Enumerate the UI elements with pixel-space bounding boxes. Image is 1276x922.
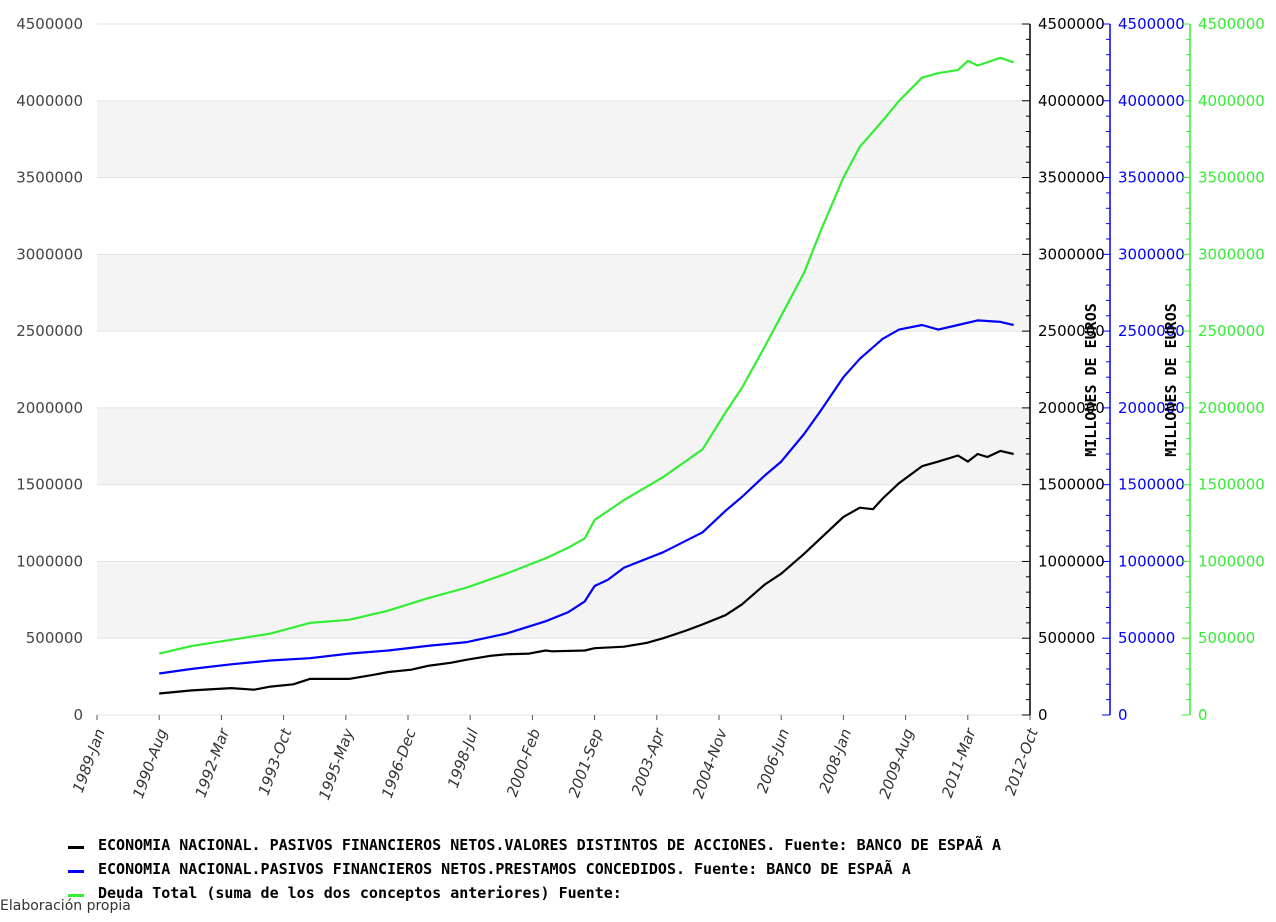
right-y-tick-label-3: 1000000 [1198,552,1265,570]
right-y-tick-label-1: 2500000 [1038,322,1105,340]
x-tick-label: 2000-Feb [503,726,544,799]
x-tick-label: 2008-Jan [815,726,855,795]
x-tick-label: 2009-Aug [876,726,918,801]
grid-band [97,561,1030,639]
x-tick-label: 1990-Aug [129,726,171,801]
grid-band [97,100,1030,178]
right-y-tick-label-1: 3000000 [1038,245,1105,263]
right-y-tick-label-3: 1500000 [1198,476,1265,494]
grid-band [97,407,1030,485]
grid-bands [97,23,1030,716]
x-tick-label: 1993-Oct [255,725,296,798]
x-tick-label: 2004-Nov [689,725,731,801]
series-line-0 [159,449,1014,695]
left-y-tick-label: 4000000 [16,92,83,110]
right-y-tick-label-3: 0 [1198,706,1208,724]
legend-label-0: ECONOMIA NACIONAL. PASIVOS FINANCIEROS N… [98,836,1002,854]
left-y-tick-label: 2000000 [16,399,83,417]
x-tick-label: 2012-Oct [1001,725,1042,798]
legend-swatch-0 [68,846,84,849]
right-y-tick-label-1: 2000000 [1038,399,1105,417]
x-tick-label: 1995-May [315,725,358,802]
right-axis-title-2: MILLONES DE EUROS [1162,303,1180,457]
right-y-tick-label-3: 3500000 [1198,169,1265,187]
legend-item-1: ECONOMIA NACIONAL.PASIVOS FINANCIEROS NE… [64,858,1264,882]
right-y-tick-label-2: 3000000 [1118,245,1185,263]
left-y-tick-label: 3500000 [16,169,83,187]
legend-swatch-1 [68,870,84,873]
right-y-tick-label-2: 4500000 [1118,15,1185,33]
right-y-tick-label-1: 4500000 [1038,15,1105,33]
x-tick-label: 1996-Dec [378,726,420,801]
right-y-tick-label-1: 3500000 [1038,169,1105,187]
right-y-tick-label-2: 2000000 [1118,399,1185,417]
right-y-tick-label-3: 4000000 [1198,92,1265,110]
series-lines [158,56,1014,695]
line-chart: 0 500000 1000000 1500000 2000000 2500000 30000… [16,15,1265,802]
grid-band [97,254,1030,332]
right-y-tick-label-3: 4500000 [1198,15,1265,33]
right-y-tick-label-1: 0 [1038,706,1048,724]
right-y-tick-label-1: 4000000 [1038,92,1105,110]
right-y-tick-label-3: 2500000 [1198,322,1265,340]
right-y-tick-label-1: 1000000 [1038,552,1105,570]
right-y-tick-label-2: 4000000 [1118,92,1185,110]
right-y-tick-label-1: 1500000 [1038,476,1105,494]
legend-label-1: ECONOMIA NACIONAL.PASIVOS FINANCIEROS NE… [98,860,911,878]
right-y-tick-label-2: 500000 [1118,629,1175,647]
right-y-tick-label-3: 3000000 [1198,245,1265,263]
x-tick-label: 1998-Jul [444,725,482,790]
x-tick-label: 1992-Mar [192,725,234,799]
right-y-tick-label-3: 500000 [1198,629,1255,647]
legend-item-0: ECONOMIA NACIONAL. PASIVOS FINANCIEROS N… [64,834,1264,858]
left-y-tick-label: 4500000 [16,15,83,33]
right-y-tick-label-2: 0 [1118,706,1128,724]
legend-item-2: Deuda Total (suma de los dos conceptos a… [64,882,1264,906]
series-line-2 [158,56,1014,655]
legend-swatch-2 [68,894,84,897]
right-y-tick-label-2: 3500000 [1118,169,1185,187]
right-y-tick-label-2: 2500000 [1118,322,1185,340]
right-axis-title-1: MILLONES DE EUROS [1082,303,1100,457]
x-tick-label: 1989-Jan [69,726,109,795]
x-tick-label: 2011-Mar [938,725,980,799]
legend-label-2: Deuda Total (suma de los dos conceptos a… [98,884,622,902]
x-tick-label: 2003-Apr [628,725,669,797]
x-tick-label: 2001-Sep [565,726,606,800]
left-y-tick-label: 0 [73,706,83,724]
left-y-tick-label: 500000 [26,629,83,647]
right-y-tick-label-2: 1000000 [1118,552,1185,570]
left-y-tick-label: 2500000 [16,322,83,340]
right-y-axes: 0 500000 1000000 1500000 2000000 2500000 30000… [1022,15,1265,724]
legend: ECONOMIA NACIONAL. PASIVOS FINANCIEROS N… [64,834,1264,906]
series-line-1 [159,319,1014,675]
left-y-axis-ticks: 0 500000 1000000 1500000 2000000 2500000 30000… [16,15,83,724]
right-y-tick-label-2: 1500000 [1118,476,1185,494]
credit-text: Elaboración propia [0,898,131,914]
x-tick-label: 2006-Jun [753,726,793,795]
right-y-tick-label-3: 2000000 [1198,399,1265,417]
left-y-tick-label: 3000000 [16,245,83,263]
x-axis-ticks: 1989-Jan 1990-Aug 1992-Mar 1993-Oct 1995-May… [69,715,1042,802]
right-y-tick-label-1: 500000 [1038,629,1095,647]
left-y-tick-label: 1500000 [16,476,83,494]
left-y-tick-label: 1000000 [16,552,83,570]
